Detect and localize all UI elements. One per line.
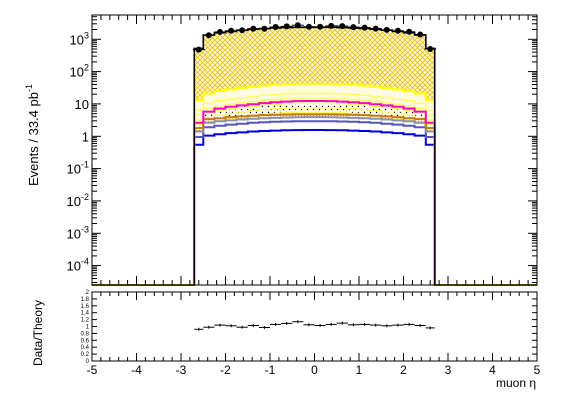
y-tick-label: 10-2	[67, 192, 89, 209]
data-point	[283, 23, 290, 30]
y-tick-label: 102	[70, 63, 89, 80]
band-total-hatched	[194, 27, 435, 101]
data-point	[294, 22, 301, 29]
series-line-blue	[92, 129, 537, 286]
y-tick-label: 10-4	[67, 257, 89, 274]
data-point	[317, 23, 324, 30]
data-point	[417, 31, 424, 38]
ratio-y-tick-label: 0	[86, 359, 90, 365]
data-point	[328, 22, 335, 29]
data-point	[339, 23, 346, 30]
ratio-y-tick-label: 0.8	[81, 331, 90, 337]
x-tick-label: 2	[400, 363, 407, 377]
ratio-y-axis-label: Data/Theory	[31, 300, 45, 366]
ratio-y-tick-label: 1.2	[81, 318, 90, 324]
yellow-contour-2	[92, 102, 537, 286]
main-y-axis-label: Events / 33.4 pb-1	[24, 84, 41, 186]
yellow-contour-3	[92, 107, 537, 286]
series-line-orange	[92, 113, 537, 286]
data-point	[228, 27, 235, 34]
x-axis-label: muon η	[496, 376, 536, 390]
data-point	[406, 28, 413, 35]
main-panel: 10-4 10-3 10-2 10-1 1 10 102 103 Events / 33.4 …	[24, 14, 538, 286]
x-tick-label: 5	[534, 363, 541, 377]
x-tick-label: -1	[265, 363, 276, 377]
y-tick-label: 10-3	[67, 224, 89, 241]
data-point	[361, 24, 368, 31]
data-point	[261, 25, 268, 32]
ratio-y-tick-label: 1.6	[81, 304, 90, 310]
data-point	[272, 24, 279, 30]
data-point	[427, 46, 434, 52]
data-point	[216, 29, 223, 35]
x-tick-label: 4	[489, 363, 496, 377]
x-tick-label: 3	[445, 363, 452, 377]
ratio-x-axis-ticks: -5 -4 -3 -2 -1 0 1 2 3 4 5	[87, 292, 541, 377]
ratio-y-tick-label: 1.8	[81, 297, 90, 303]
x-tick-label: -4	[131, 363, 142, 377]
yellow-contour-1	[92, 97, 537, 286]
data-point	[250, 25, 257, 32]
ratio-panel: 00.20.40.60.811.21.41.61.82 -5 -4 -3 -2 -1 0 1…	[31, 290, 541, 390]
x-tick-label: 0	[311, 363, 318, 377]
y-tick-label: 1	[82, 129, 89, 144]
ratio-y-tick-label: 0.4	[81, 345, 90, 351]
x-tick-label: -3	[176, 363, 187, 377]
data-points	[192, 22, 437, 53]
ratio-y-tick-label: 1.4	[81, 311, 90, 317]
data-point	[394, 27, 401, 34]
x-tick-label: 1	[356, 363, 363, 377]
data-point	[239, 27, 246, 34]
ratio-y-tick-label: 0.2	[81, 352, 90, 358]
ratio-frame	[91, 291, 538, 362]
series-line-gray	[92, 116, 537, 286]
series-line-magenta	[92, 100, 537, 286]
data-point	[372, 25, 379, 32]
x-tick-label: -2	[220, 363, 231, 377]
yellow-contour-4	[92, 111, 537, 286]
y-tick-label: 10-1	[67, 160, 89, 177]
main-y-axis-ticks: 10-4 10-3 10-2 10-1 1 10 102 103	[67, 16, 537, 283]
ratio-points	[194, 320, 435, 331]
yellow-contour-0	[92, 92, 537, 286]
data-point	[305, 23, 312, 30]
x-tick-label: -5	[87, 363, 98, 377]
y-tick-label: 10	[75, 97, 89, 112]
ratio-y-tick-label: 2	[86, 290, 90, 296]
y-tick-label: 103	[70, 30, 89, 47]
series-line-indigo	[92, 120, 537, 286]
main-y-axis-label-text: Events / 33.4 pb	[26, 92, 41, 186]
main-x-axis-ticks	[91, 15, 538, 285]
data-point	[350, 24, 357, 31]
data-point	[383, 26, 390, 33]
data-point	[205, 32, 212, 39]
main-y-axis-label-exponent: -1	[24, 84, 34, 92]
data-point	[195, 46, 202, 53]
band-magenta-dotted	[194, 101, 435, 128]
histogram-fills	[92, 27, 537, 286]
ratio-y-axis-ticks: 00.20.40.60.811.21.41.61.82	[81, 290, 537, 365]
band-yellow	[194, 83, 435, 123]
series-line-yellow	[92, 82, 537, 286]
ratio-y-tick-label: 1	[86, 325, 90, 331]
ratio-y-tick-label: 0.6	[81, 338, 90, 344]
